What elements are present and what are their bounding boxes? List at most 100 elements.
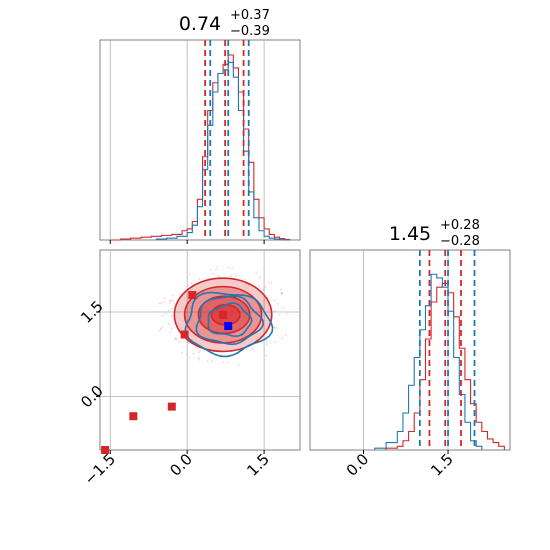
scatter-point: [173, 302, 176, 304]
red-marker-5: [101, 446, 110, 454]
scatter-point: [285, 334, 287, 337]
title-param-1: 0.74: [179, 13, 221, 35]
panel-hist-1-frame: [99, 39, 301, 241]
scatter-point: [171, 300, 174, 302]
scatter-point: [275, 327, 278, 329]
scatter-point: [169, 299, 172, 301]
title-param-1-upper: +0.37: [230, 8, 270, 23]
title-param-2: 1.45: [389, 223, 431, 245]
contour-blue-2: [207, 302, 253, 338]
scatter-point: [244, 278, 247, 280]
panel-2d: [99, 249, 301, 454]
panel-hist-2: 1.45 +0.28 −0.28: [309, 218, 511, 451]
scatter-point: [222, 361, 224, 363]
scatter-point: [170, 327, 173, 330]
scatter-point: [268, 281, 270, 284]
contour-blue-0: [184, 291, 274, 358]
panel-hist-1-quantiles: [204, 40, 250, 240]
panel-2d-points: [101, 291, 233, 454]
scatter-point: [277, 303, 279, 305]
tick-label-2d-x-1: 0.0: [166, 450, 196, 480]
panel-hist-2-series: [374, 273, 505, 450]
scatter-point: [273, 326, 275, 329]
scatter-point: [265, 340, 268, 342]
panel-2d-contours-blue: [184, 291, 274, 358]
scatter-point: [175, 338, 178, 340]
scatter-point: [163, 297, 166, 300]
scatter-point: [167, 323, 170, 325]
scatter-point: [281, 291, 283, 294]
scatter-point: [195, 347, 198, 349]
tick-label-hist2-x-0: 0.0: [343, 450, 373, 480]
scatter-point: [161, 314, 164, 317]
scatter-point: [212, 272, 215, 275]
scatter-point: [169, 302, 171, 305]
scatter-point: [229, 275, 232, 277]
hist1-red-series: [110, 54, 291, 241]
panel-hist-1-series: [110, 54, 291, 241]
scatter-point: [158, 329, 161, 332]
scatter-point: [174, 337, 177, 340]
scatter-point: [226, 361, 229, 363]
title-param-2-upper: +0.28: [440, 218, 480, 233]
scatter-point: [169, 331, 172, 334]
blue-marker-0: [224, 322, 233, 331]
scatter-point: [282, 307, 284, 309]
scatter-point: [190, 282, 193, 284]
scatter-point: [160, 326, 163, 329]
tick-label-2d-y-1: 1.5: [77, 297, 107, 327]
hist1-blue-series: [155, 61, 290, 241]
scatter-point: [262, 289, 265, 291]
panel-hist-2-frame: [309, 249, 511, 451]
scatter-point: [285, 313, 288, 315]
scatter-point: [188, 273, 191, 275]
panel-hist-1: 0.74 +0.37 −0.39: [99, 8, 301, 241]
scatter-point: [216, 265, 218, 268]
red-marker-4: [167, 402, 176, 411]
scatter-point: [274, 309, 276, 312]
axis-ticks: −1.5 0.0 1.5 0.0 1.5 0.0 1.5: [77, 240, 457, 489]
scatter-point: [270, 281, 273, 284]
scatter-point: [199, 349, 201, 352]
scatter-point: [206, 360, 209, 363]
scatter-point: [280, 288, 282, 291]
scatter-point: [180, 351, 183, 354]
scatter-point: [170, 315, 173, 317]
scatter-point: [210, 360, 213, 362]
panel-hist-1-grid: [109, 40, 265, 240]
red-marker-3: [129, 412, 138, 421]
scatter-point: [280, 292, 283, 295]
title-param-1-lower: −0.39: [230, 24, 270, 39]
scatter-point: [188, 356, 191, 359]
scatter-point: [278, 313, 281, 316]
scatter-point: [160, 302, 163, 305]
red-marker-2: [219, 310, 228, 319]
scatter-point: [197, 357, 200, 359]
scatter-point: [257, 285, 260, 288]
scatter-point: [158, 302, 161, 305]
scatter-point: [235, 274, 238, 277]
scatter-point: [168, 300, 171, 303]
scatter-point: [274, 341, 276, 343]
panel-hist-2-quantiles: [418, 250, 476, 450]
scatter-point: [192, 352, 195, 355]
scatter-point: [274, 299, 276, 301]
scatter-point: [218, 275, 221, 278]
red-marker-1: [180, 330, 189, 339]
scatter-point: [159, 327, 162, 330]
scatter-point: [227, 266, 230, 269]
scatter-point: [164, 313, 166, 315]
panel-2d-frame: [99, 249, 301, 451]
scatter-point: [163, 301, 166, 304]
scatter-point: [231, 267, 234, 270]
tick-label-2d-y-0: 0.0: [77, 382, 107, 412]
scatter-point: [221, 354, 223, 356]
tick-label-2d-x-0: −1.5: [81, 450, 119, 488]
scatter-point: [238, 363, 241, 366]
title-param-2-lower: −0.28: [440, 234, 480, 249]
panel-hist-2-grid: [363, 250, 449, 450]
scatter-point: [251, 347, 254, 350]
scatter-point: [280, 292, 283, 295]
scatter-point: [264, 286, 267, 288]
scatter-point: [209, 269, 212, 271]
